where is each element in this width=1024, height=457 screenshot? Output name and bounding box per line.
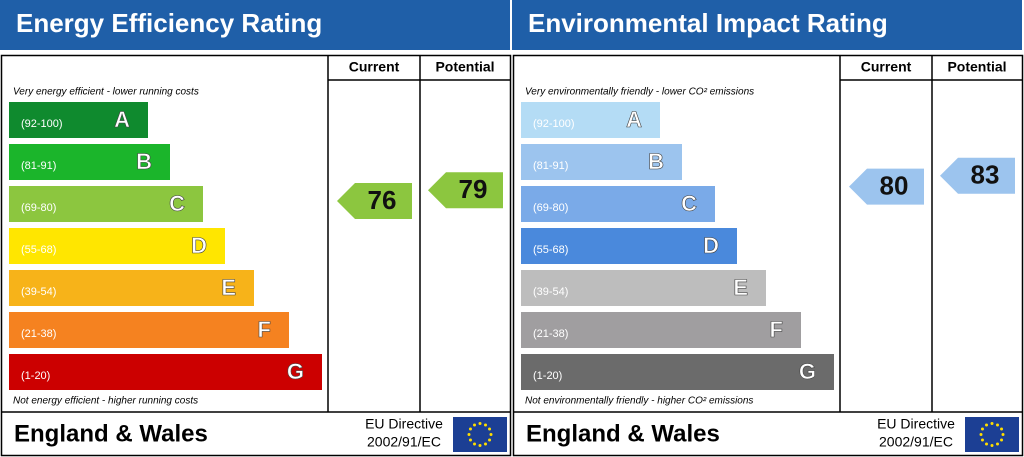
eu-star: [478, 422, 482, 425]
bottom-note: Not energy efficient - higher running co…: [13, 396, 198, 407]
eu-star: [985, 442, 988, 446]
eu-star: [996, 442, 999, 446]
rating-band: [9, 102, 148, 138]
top-note: Very energy efficient - lower running co…: [13, 87, 199, 98]
band-range: (81-91): [21, 160, 56, 172]
rating-band: [521, 144, 682, 180]
band-letter: C: [169, 191, 185, 216]
band-range: (69-80): [21, 202, 56, 214]
rating-band: [9, 228, 225, 264]
eu-star: [484, 423, 487, 427]
rating-band: [521, 312, 801, 348]
column-header: Potential: [435, 59, 494, 75]
column-header: Potential: [947, 59, 1006, 75]
eu-star: [478, 444, 482, 447]
band-letter: G: [287, 359, 304, 384]
bottom-note: Not environmentally friendly - higher CO…: [525, 396, 753, 407]
rating-arrow: [849, 168, 924, 205]
eu-star: [980, 438, 984, 442]
band-range: (1-20): [533, 370, 562, 382]
column-header: Current: [861, 59, 912, 75]
eu-star: [985, 423, 988, 427]
directive: 2002/91/EC: [367, 434, 441, 450]
eu-star: [1000, 438, 1004, 442]
band-letter: D: [703, 233, 719, 258]
rating-value: 83: [971, 160, 1000, 190]
eu-star: [467, 433, 471, 436]
rating-band: [521, 270, 766, 306]
panel-title: Environmental Impact Rating: [528, 8, 888, 38]
band-range: (55-68): [21, 244, 56, 256]
eu-star: [484, 442, 487, 446]
eu-star: [473, 423, 476, 427]
band-letter: B: [136, 149, 152, 174]
band-range: (81-91): [533, 160, 568, 172]
band-letter: A: [626, 107, 642, 132]
panel-title: Energy Efficiency Rating: [16, 8, 322, 38]
eu-star: [489, 433, 493, 436]
region: England & Wales: [526, 420, 720, 447]
rating-band: [521, 186, 715, 222]
rating-value: 79: [459, 174, 488, 204]
band-range: (69-80): [533, 202, 568, 214]
rating-arrow: [940, 157, 1015, 194]
rating-band: [521, 354, 834, 390]
panel-border: [512, 54, 1024, 457]
panel-border: [0, 54, 512, 457]
band-range: (39-54): [533, 286, 568, 298]
band-range: (21-38): [21, 328, 56, 340]
band-letter: G: [799, 359, 816, 384]
eu-star: [979, 433, 983, 436]
band-letter: A: [114, 107, 130, 132]
eu-star: [488, 438, 492, 442]
header-bar: [0, 0, 510, 50]
eu-star: [1001, 433, 1005, 436]
rating-value: 80: [880, 170, 909, 200]
eu-star: [980, 427, 984, 431]
rating-value: 76: [368, 185, 397, 215]
top-note: Very environmentally friendly - lower CO…: [525, 87, 754, 98]
band-range: (92-100): [533, 118, 575, 130]
eu-star: [990, 422, 994, 425]
rating-band: [9, 354, 322, 390]
rating-band: [9, 186, 203, 222]
band-range: (1-20): [21, 370, 50, 382]
rating-band: [9, 144, 170, 180]
eu-star: [468, 427, 472, 431]
rating-arrow: [428, 172, 503, 209]
rating-band: [9, 270, 254, 306]
directive: EU Directive: [365, 416, 443, 432]
band-range: (55-68): [533, 244, 568, 256]
band-range: (39-54): [21, 286, 56, 298]
region: England & Wales: [14, 420, 208, 447]
directive: 2002/91/EC: [879, 434, 953, 450]
eu-star: [473, 442, 476, 446]
band-letter: D: [191, 233, 207, 258]
rating-band: [521, 228, 737, 264]
eu-star: [990, 444, 994, 447]
directive: EU Directive: [877, 416, 955, 432]
band-range: (92-100): [21, 118, 63, 130]
band-letter: B: [648, 149, 664, 174]
column-header: Current: [349, 59, 400, 75]
band-letter: F: [258, 317, 271, 342]
eu-star: [468, 438, 472, 442]
rating-arrow: [337, 183, 412, 219]
header-bar: [512, 0, 1022, 50]
band-letter: E: [221, 275, 236, 300]
band-letter: C: [681, 191, 697, 216]
eu-star: [1000, 427, 1004, 431]
rating-band: [521, 102, 660, 138]
band-range: (21-38): [533, 328, 568, 340]
rating-band: [9, 312, 289, 348]
band-letter: E: [733, 275, 748, 300]
band-letter: F: [770, 317, 783, 342]
eu-star: [996, 423, 999, 427]
eu-star: [488, 427, 492, 431]
